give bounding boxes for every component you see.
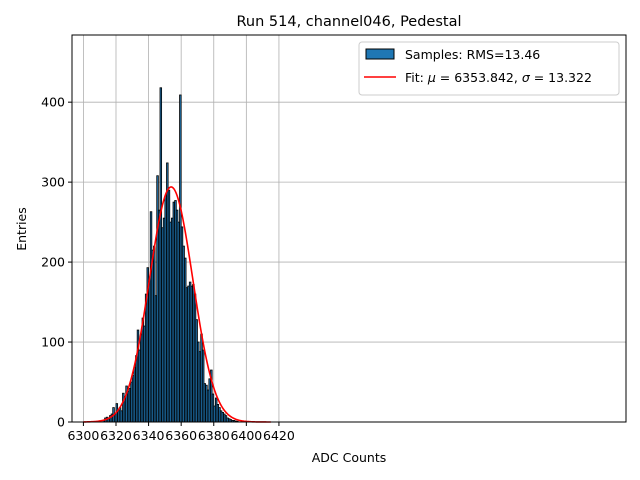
x-tick-label: 6300	[67, 428, 99, 443]
legend-fit-prefix: Fit:	[405, 70, 428, 85]
y-tick-label: 100	[41, 335, 65, 350]
legend-fit-sigma-symbol: σ	[522, 70, 531, 85]
legend-label-samples: Samples: RMS=13.46	[405, 47, 540, 62]
y-tick-label: 200	[41, 255, 65, 270]
plot-frame	[71, 34, 627, 423]
chart-title: Run 514, channel046, Pedestal	[236, 14, 461, 30]
fit-curve	[83, 186, 271, 423]
x-tick-label: 6320	[100, 428, 132, 443]
x-tick-label: 6360	[165, 428, 197, 443]
y-tick-label: 300	[41, 175, 65, 190]
x-axis-label: ADC Counts	[312, 450, 387, 465]
x-tick-label: 6340	[133, 428, 165, 443]
y-tick-label: 400	[41, 95, 65, 110]
x-tick-label: 6420	[263, 428, 295, 443]
legend-box	[358, 41, 620, 96]
legend-fit-sigma-value: = 13.322	[530, 70, 592, 85]
legend-fit-mu-value: = 6353.842,	[436, 70, 522, 85]
legend: Samples: RMS=13.46 Fit: μ = 6353.842, σ …	[358, 41, 620, 96]
y-tick-label: 0	[57, 415, 65, 430]
legend-fit-mu-symbol: μ	[427, 70, 436, 85]
x-tick-label: 6400	[230, 428, 262, 443]
legend-label-fit: Fit: μ = 6353.842, σ = 13.322	[405, 70, 592, 85]
axis-ticks: 6300 6320 6340 6360 6380 6400 6420 0 100 200 300 40…	[41, 95, 295, 443]
x-tick-label: 6380	[198, 428, 230, 443]
y-axis-label: Entries	[14, 207, 29, 251]
legend-swatch-samples	[365, 48, 395, 60]
